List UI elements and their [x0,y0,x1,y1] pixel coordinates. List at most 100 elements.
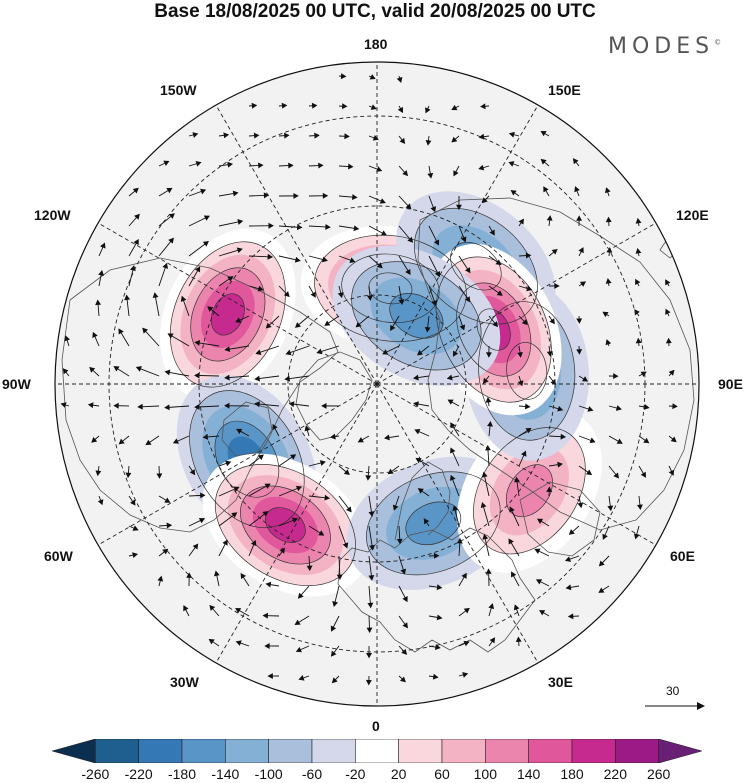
colorbar-tick-label: -60 [301,766,323,782]
wind-arrow [398,555,407,575]
wind-arrow [255,345,280,355]
wind-arrow [576,215,583,227]
wind-arrow [188,517,206,527]
wind-arrow [278,192,299,199]
wind-arrow [368,225,387,236]
wind-arrow [604,187,611,197]
wind-arrow [208,638,220,647]
wind-arrow [368,255,383,269]
wind-arrow [124,294,131,317]
wind-arrow [518,218,524,227]
wind-arrow [338,255,356,263]
colorbar-tick-label: -20 [345,766,366,782]
wind-arrow [218,460,232,467]
lon-label-150e: 150E [548,82,581,98]
wind-arrow [638,435,650,444]
wind-arrow [384,434,400,441]
wind-arrow [366,615,373,634]
wind-arrow [308,132,320,139]
wind-arrow [278,485,303,497]
colorbar-swatch [528,739,573,763]
colorbar-tick-label: -260 [81,766,110,782]
wind-arrow [207,306,220,317]
colorbar-tick-label: -220 [124,766,153,782]
wind-arrow [424,315,431,333]
wind-arrow [298,675,310,681]
wind-arrow [517,345,523,358]
wind-arrow [306,555,313,572]
wind-arrow [128,495,136,506]
wind-arrow [488,285,503,296]
wind-arrow [224,345,250,353]
wind-arrow [458,285,471,303]
wind-arrow [534,548,550,557]
colorbar-tick-label: -140 [211,766,240,782]
contour [414,207,538,325]
wind-arrow [423,518,430,527]
wind-arrow [137,403,160,410]
wind-arrow [488,637,496,647]
colorbar-tick-label: 220 [603,766,628,782]
wind-arrow [425,105,431,114]
wind-arrow [576,345,583,355]
wind-arrow [235,315,250,323]
wind-arrow [248,454,264,467]
wind-arrow [518,403,531,410]
wind-arrow [572,158,580,167]
wind-arrow [254,401,280,408]
colorbar [52,739,702,763]
wind-arrow [511,571,520,587]
wind-arrow [297,585,310,599]
lon-label-120w: 120W [34,207,71,223]
wind-arrow [514,476,520,497]
wind-arrow [548,248,558,257]
wind-arrow [157,575,164,587]
wind-arrow [240,572,250,587]
wind-arrow [510,189,520,197]
wind-arrow [450,422,460,437]
colorbar-swatch [225,739,269,763]
wind-arrow [158,495,171,503]
wind-arrow [64,335,70,347]
wind-arrow [567,613,580,620]
wind-arrow [235,608,250,617]
wind-arrow [278,255,301,263]
meridian-330 [215,383,378,664]
wind-arrow [218,247,243,257]
wind-arrow [509,506,520,527]
lon-label-30e: 30E [548,674,573,690]
colorbar-tick-label: -180 [167,766,197,782]
wind-arrow [451,104,460,111]
wind-arrow [458,640,470,647]
wind-arrow [546,345,553,357]
wind-arrow [428,614,443,621]
anomaly-pos-west-asia [456,408,602,573]
wind-arrow [368,165,383,172]
wind-arrow [248,102,258,109]
wind-arrow [668,403,678,410]
lon-label-180: 180 [364,36,388,52]
wind-arrow [218,512,238,527]
wind-arrow [480,502,490,527]
latitude-circle-70 [287,294,467,474]
anomaly-level [405,501,461,545]
contour [341,253,440,324]
wind-arrow [392,495,400,511]
anomaly-pos-n-atlantic [202,453,369,597]
wind-arrow [414,428,430,437]
wind-arrow [248,483,271,497]
colorbar-tick-label: 260 [646,766,671,782]
wind-arrow [605,339,612,347]
wind-arrow [158,237,174,257]
wind-arrow [308,460,326,467]
wind-arrow [540,131,550,137]
meridian-lines [55,62,699,706]
wind-arrow [398,285,405,305]
wind-arrow [536,518,550,527]
wind-arrow [355,315,370,328]
wind-arrow [452,505,460,527]
wind-arrow [635,278,641,287]
wind-arrow [382,345,400,355]
colorbar-swatch [398,739,443,763]
reference-vector-arrow [645,702,705,710]
